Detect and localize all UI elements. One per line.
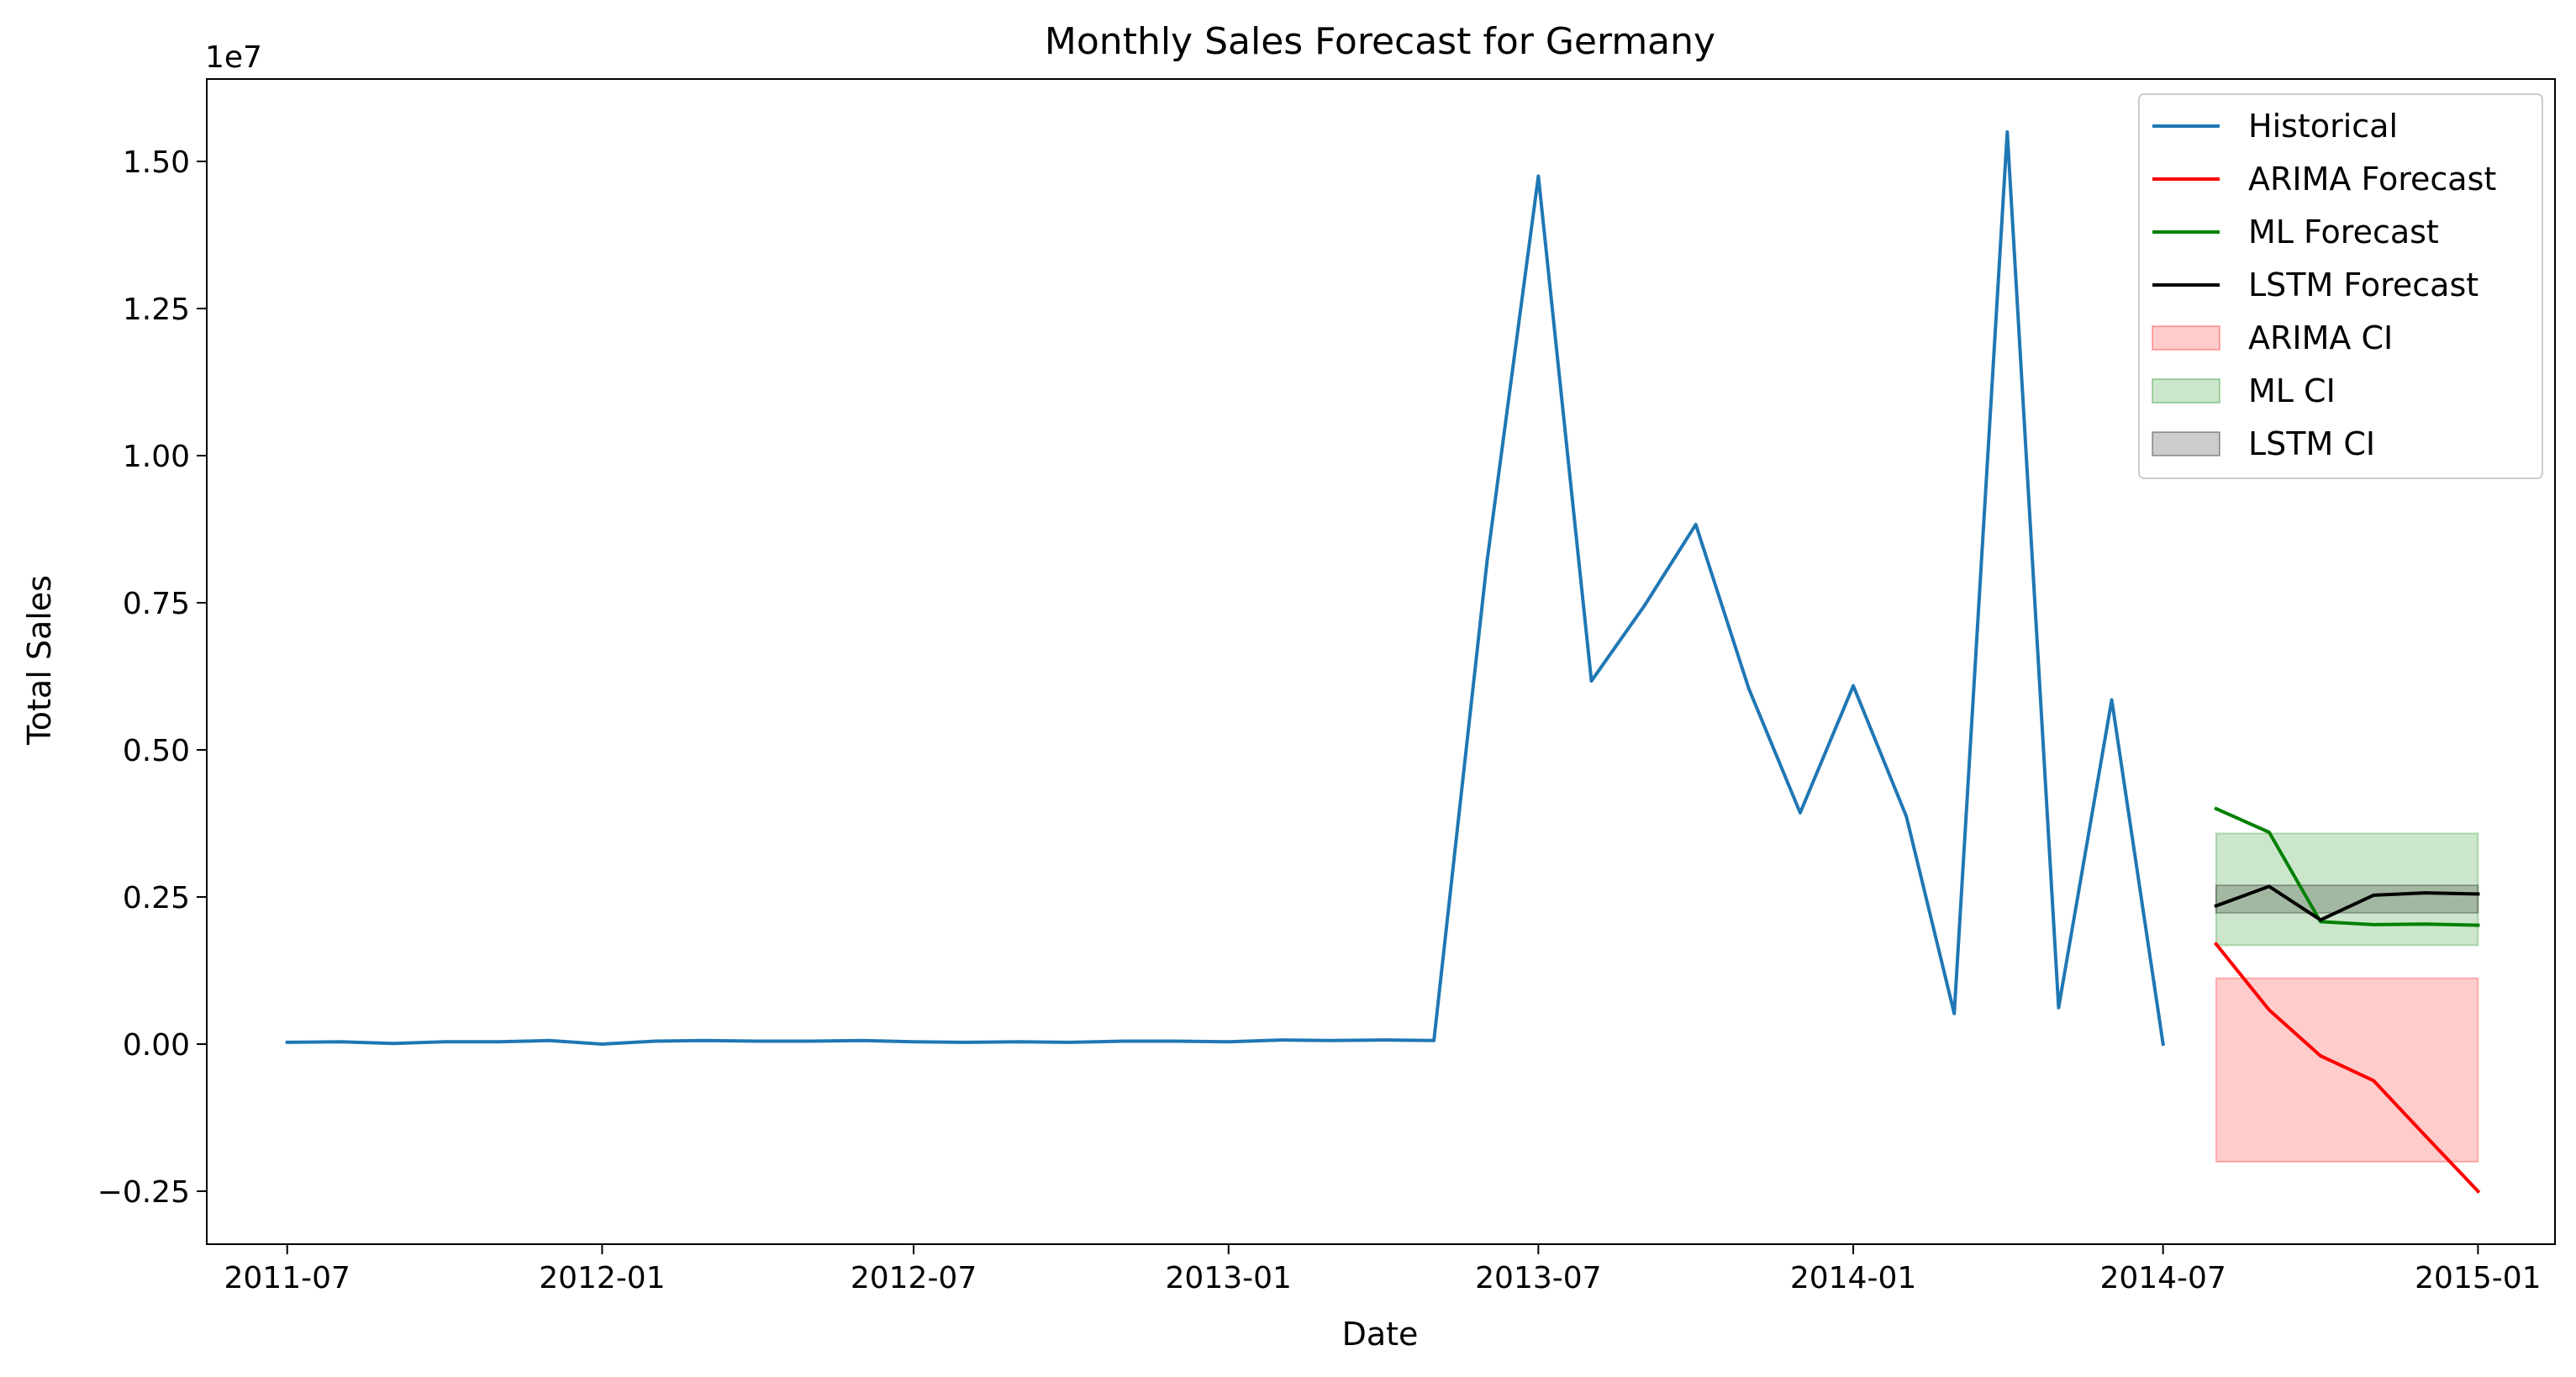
x-tick-label: 2012-01 <box>539 1261 665 1295</box>
confidence-bands <box>2215 832 2479 1163</box>
series-lines <box>285 130 2481 1194</box>
legend-swatch-arima-ci <box>2152 325 2220 351</box>
y-tick-label: 0.25 <box>123 881 190 915</box>
legend-label-ml-forecast: ML Forecast <box>2248 214 2439 251</box>
legend-label-historical: Historical <box>2248 108 2398 145</box>
x-tick-label: 2014-07 <box>2099 1261 2226 1295</box>
y-tick-label: 0.75 <box>123 587 190 621</box>
legend-label-arima-ci: ARIMA CI <box>2248 319 2393 356</box>
x-tick-label: 2013-01 <box>1166 1261 1292 1295</box>
x-tick-label: 2012-07 <box>851 1261 977 1295</box>
legend-label-lstm-ci: LSTM CI <box>2248 425 2375 462</box>
legend-swatch-ml-ci <box>2152 378 2220 404</box>
x-tick-label: 2014-01 <box>1790 1261 1916 1295</box>
y-multiplier-label: 1e7 <box>205 40 262 75</box>
ml-forecast-line <box>2214 806 2480 927</box>
arima-forecast-line <box>2213 942 2481 1194</box>
legend: Historical ARIMA Forecast ML Forecast LSTM … <box>2138 93 2543 479</box>
x-tick-label: 2011-07 <box>224 1261 350 1295</box>
y-tick-label: 1.50 <box>123 145 190 180</box>
y-tick-label: 0.50 <box>123 734 190 768</box>
legend-box <box>2138 93 2543 479</box>
x-tick-label: 2015-01 <box>2415 1261 2541 1295</box>
y-axis-label: Total Sales <box>21 575 58 746</box>
x-axis-label: Date <box>1342 1316 1419 1353</box>
legend-label-lstm-forecast: LSTM Forecast <box>2248 266 2479 303</box>
legend-label-ml-ci: ML CI <box>2248 372 2336 409</box>
lstm-forecast-line <box>2214 884 2480 922</box>
chart-title: Monthly Sales Forecast for Germany <box>1045 20 1715 63</box>
plot-frame <box>206 78 2556 1245</box>
legend-label-arima-forecast: ARIMA Forecast <box>2248 161 2496 198</box>
y-tick-label: −0.25 <box>97 1175 190 1210</box>
y-tick-label: 0.00 <box>123 1028 190 1063</box>
x-axis: 2011-07 2012-01 2012-07 2013-01 2013-07 2014-… <box>224 1244 2542 1295</box>
historical-line <box>285 130 2165 1047</box>
legend-swatch-lstm-ci <box>2152 431 2220 456</box>
x-tick-label: 2013-07 <box>1475 1261 1601 1295</box>
y-tick-label: 1.00 <box>123 440 190 474</box>
y-axis: −0.25 0.00 0.25 0.50 0.75 1.00 1.25 1.50 <box>97 145 207 1210</box>
y-tick-label: 1.25 <box>123 293 190 327</box>
